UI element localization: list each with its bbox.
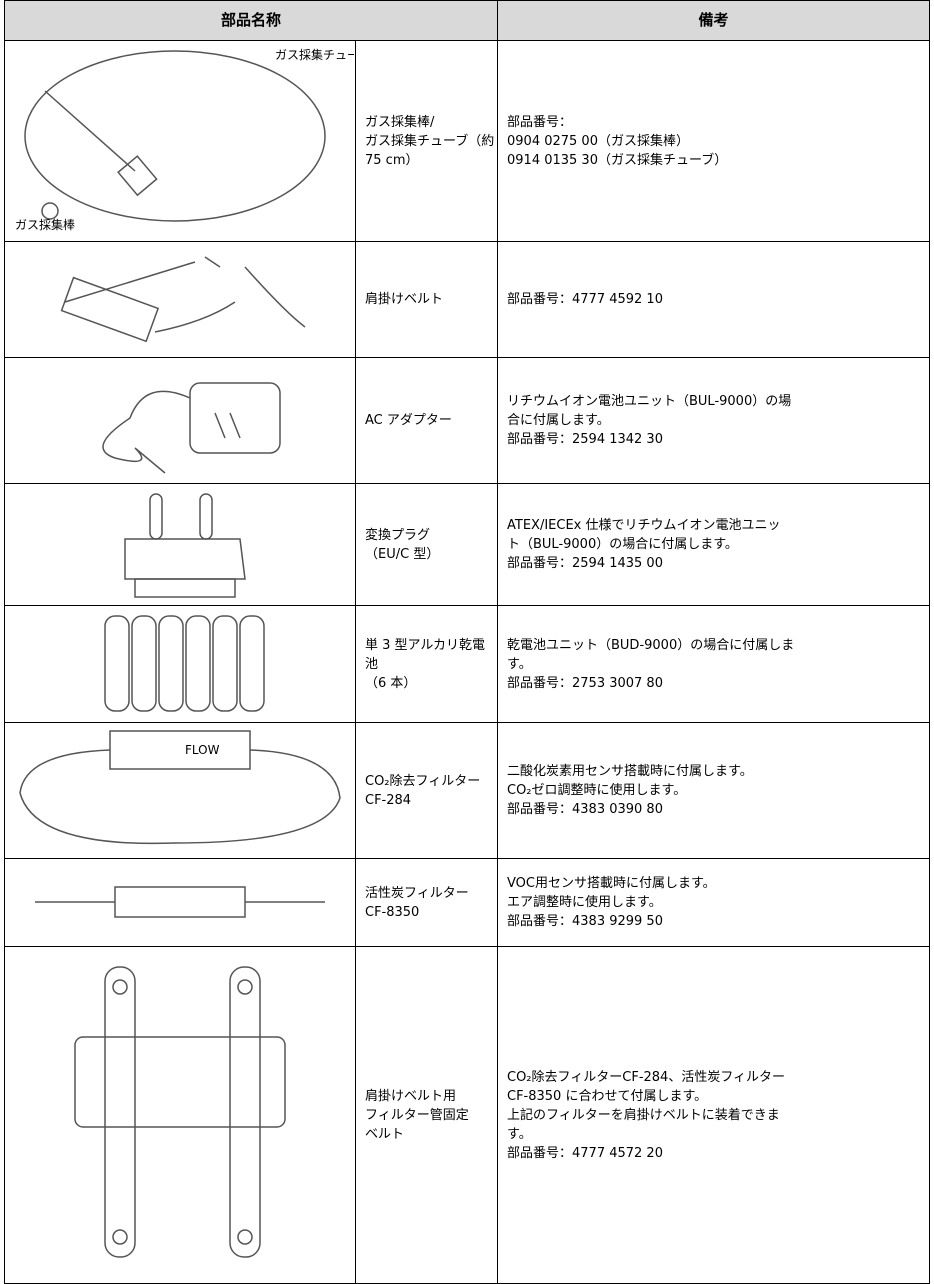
ac-adapter-illustration bbox=[102, 382, 281, 474]
text-line: ATEX/IECEx 仕様でリチウムイオン電池ユニッ bbox=[507, 518, 781, 533]
text-line: 部品番号：4777 4592 10 bbox=[507, 292, 663, 307]
text-line: ガス採集チューブ（約 bbox=[365, 133, 495, 149]
text-line: 部品番号： bbox=[507, 114, 573, 130]
notes-cell: CO₂除去フィルターCF-284、活性炭フィルター CF-8350 に合わせて付属… bbox=[497, 946, 930, 1284]
name-cell: AC アダプター bbox=[355, 357, 498, 484]
text-line: 75 cm） bbox=[365, 152, 419, 168]
text-line: 二酸化炭素用センサ搭載時に付属します。 bbox=[507, 764, 753, 779]
text-line: 変換プラグ bbox=[365, 527, 431, 543]
text-line: AC アダプター bbox=[365, 413, 452, 428]
text-line: ベルト bbox=[365, 1126, 405, 1142]
text-line: 肩掛けベルト bbox=[365, 292, 444, 307]
notes-cell: リチウムイオン電池ユニット（BUL-9000）の場 合に付属します。部品番号：25… bbox=[497, 357, 930, 484]
notes-cell: VOC用センサ搭載時に付属します。 エア調整時に使用します。 部品番号：4383 9… bbox=[497, 858, 930, 947]
header-cell: 部品名称 bbox=[4, 0, 498, 41]
name-cell: 活性炭フィルター CF-8350 bbox=[355, 858, 498, 947]
text-line: 活性炭フィルター bbox=[365, 885, 469, 901]
co2-filter-illustration: FLOW bbox=[19, 730, 341, 845]
notes-cell: 部品番号： 0904 0275 00（ガス採集棒） 0914 0135 30（ガス採… bbox=[497, 40, 930, 242]
name-cell: 肩掛けベルト bbox=[355, 241, 498, 358]
batteries-illustration bbox=[104, 615, 265, 712]
text-line: 0904 0275 00（ガス採集棒） bbox=[507, 133, 689, 149]
text-line: 部品番号：4383 9299 50 bbox=[507, 914, 663, 929]
text-line: 部品番号：4383 0390 80 bbox=[507, 802, 663, 817]
image-label: ガス採集チューブ bbox=[275, 47, 354, 62]
text-line: 単 3 型アルカリ乾電池 bbox=[365, 637, 486, 672]
text-line: （6 本） bbox=[365, 675, 417, 691]
name-cell: 肩掛けベルト用 フィルター管固定 ベルト bbox=[355, 946, 498, 1284]
text-line: （EU/C 型） bbox=[365, 546, 440, 562]
notes-cell: ATEX/IECEx 仕様でリチウムイオン電池ユニッ ト（BUL-9000）の場合… bbox=[497, 483, 930, 606]
text-line: 合に付属します。 bbox=[507, 413, 610, 428]
text-line: ガス採集棒/ bbox=[365, 114, 435, 130]
text-line: 部品番号：2753 3007 80 bbox=[507, 675, 663, 691]
shoulder-belt-illustration bbox=[60, 256, 306, 343]
text-line: CF-8350 bbox=[365, 904, 420, 920]
text-line: リチウムイオン電池ユニット（BUL-9000）の場 bbox=[507, 394, 792, 409]
text-line: 0914 0135 30（ガス採集チューブ） bbox=[507, 152, 728, 168]
text-line: 乾電池ユニット（BUD-9000）の場合に付属しま bbox=[507, 637, 795, 653]
header-cell: 備考 bbox=[497, 0, 930, 41]
fixing-belt-illustration bbox=[74, 966, 286, 1258]
text-line: 部品名称 bbox=[220, 11, 281, 29]
text-line: CF-284 bbox=[365, 792, 412, 808]
text-line: フィルター管固定 bbox=[365, 1107, 469, 1123]
text-line: 部品番号：4777 4572 20 bbox=[507, 1145, 663, 1161]
text-line: CO₂ゼロ調整時に使用します。 bbox=[507, 783, 687, 798]
notes-cell: 部品番号：4777 4592 10 bbox=[497, 241, 930, 358]
text-line: 部品番号：2594 1342 30 bbox=[507, 432, 663, 447]
text-line: CO₂除去フィルター bbox=[365, 773, 481, 789]
text-line: 肩掛けベルト用 bbox=[365, 1088, 457, 1104]
image-label: FLOW bbox=[185, 743, 220, 757]
plug-illustration bbox=[124, 493, 246, 598]
text-line: す。 bbox=[507, 656, 532, 672]
text-line: ト（BUL-9000）の場合に付属します。 bbox=[507, 537, 738, 552]
text-line: 備考 bbox=[698, 11, 729, 29]
text-line: CO₂除去フィルターCF-284、活性炭フィルター bbox=[507, 1069, 786, 1085]
name-cell: 単 3 型アルカリ乾電池 （6 本） bbox=[355, 605, 498, 723]
notes-cell: 二酸化炭素用センサ搭載時に付属します。 CO₂ゼロ調整時に使用します。 部品番号：4… bbox=[497, 722, 930, 859]
text-line: 上記のフィルターを肩掛けベルトに装着できま bbox=[507, 1107, 780, 1123]
name-cell: ガス採集棒/ガス採集チューブ（約 75 cm） bbox=[355, 40, 498, 242]
notes-cell: 乾電池ユニット（BUD-9000）の場合に付属しま す。部品番号：2753 300… bbox=[497, 605, 930, 723]
text-line: す。 bbox=[507, 1126, 532, 1142]
text-line: 部品番号：2594 1435 00 bbox=[507, 556, 663, 571]
text-line: エア調整時に使用します。 bbox=[507, 895, 662, 910]
image-label: ガス採集棒 bbox=[15, 217, 75, 232]
text-line: CF-8350 に合わせて付属します。 bbox=[507, 1088, 708, 1104]
carbon-filter-illustration bbox=[35, 886, 325, 918]
name-cell: CO₂除去フィルター CF-284 bbox=[355, 722, 498, 859]
gas-tube-illustration: ガス採集チューブ ガス採集棒 bbox=[15, 47, 354, 232]
text-line: VOC用センサ搭載時に付属します。 bbox=[507, 876, 716, 891]
name-cell: 変換プラグ （EU/C 型） bbox=[355, 483, 498, 606]
